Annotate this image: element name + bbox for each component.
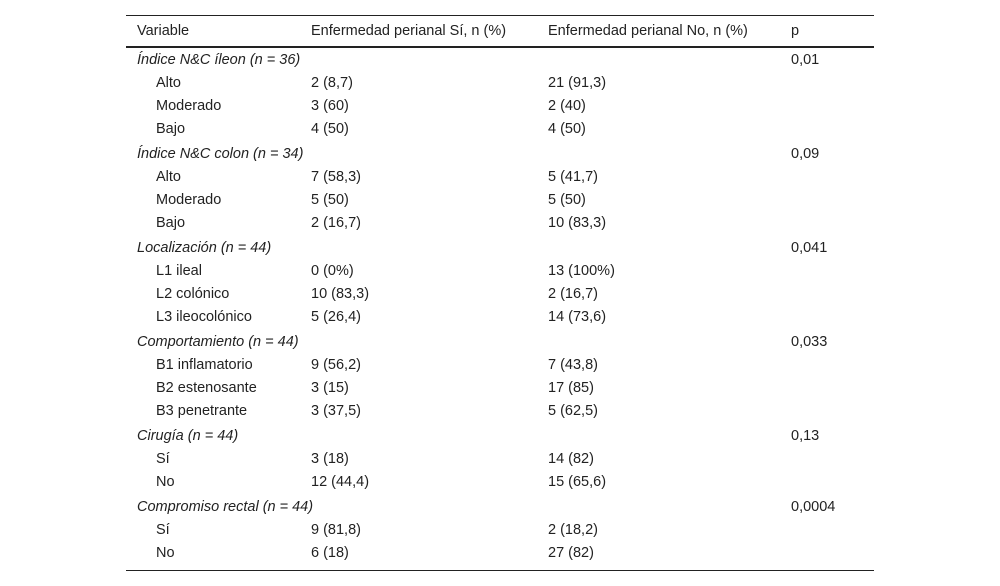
row-label: Bajo (156, 121, 186, 137)
value-no: 27 (82) (548, 545, 594, 561)
value-no: 2 (18,2) (548, 522, 598, 538)
p-value: 0,01 (791, 52, 820, 68)
row-label: No (156, 474, 175, 490)
column-header: Enfermedad perianal No, n (%) (548, 23, 748, 39)
p-value: 0,0004 (791, 499, 836, 515)
value-no: 17 (85) (548, 380, 594, 396)
value-si: 3 (15) (311, 380, 349, 396)
top-rule (126, 15, 874, 16)
value-no: 14 (82) (548, 451, 594, 467)
value-no: 15 (65,6) (548, 474, 607, 490)
value-si: 3 (60) (311, 98, 349, 114)
value-si: 6 (18) (311, 545, 349, 561)
value-si: 5 (50) (311, 192, 349, 208)
row-label: Alto (156, 169, 181, 185)
value-no: 7 (43,8) (548, 357, 598, 373)
row-label: B3 penetrante (156, 403, 248, 419)
value-no: 4 (50) (548, 121, 586, 137)
group-title: Cirugía (n = 44) (137, 428, 239, 444)
row-label: Moderado (156, 192, 222, 208)
value-no: 21 (91,3) (548, 75, 607, 91)
p-value: 0,13 (791, 428, 820, 444)
row-label: Sí (156, 522, 170, 538)
value-si: 2 (8,7) (311, 75, 353, 91)
group-title: Índice N&C colon (n = 34) (137, 146, 304, 162)
value-no: 13 (100%) (548, 263, 615, 279)
value-no: 5 (41,7) (548, 169, 598, 185)
group-title: Compromiso rectal (n = 44) (137, 499, 314, 515)
value-si: 9 (56,2) (311, 357, 361, 373)
row-label: B2 estenosante (156, 380, 257, 396)
value-si: 10 (83,3) (311, 286, 370, 302)
value-no: 2 (40) (548, 98, 586, 114)
value-si: 5 (26,4) (311, 309, 361, 325)
p-value: 0,09 (791, 146, 820, 162)
value-si: 7 (58,3) (311, 169, 361, 185)
column-header: Variable (137, 23, 190, 39)
value-no: 2 (16,7) (548, 286, 598, 302)
value-si: 4 (50) (311, 121, 349, 137)
value-no: 5 (62,5) (548, 403, 598, 419)
group-title: Comportamiento (n = 44) (137, 334, 299, 350)
row-label: L2 colónico (156, 286, 230, 302)
value-si: 0 (0%) (311, 263, 354, 279)
value-no: 14 (73,6) (548, 309, 607, 325)
column-header: p (791, 23, 800, 39)
value-no: 10 (83,3) (548, 215, 607, 231)
group-title: Índice N&C íleon (n = 36) (137, 52, 301, 68)
value-si: 3 (18) (311, 451, 349, 467)
value-no: 5 (50) (548, 192, 586, 208)
row-label: L1 ileal (156, 263, 202, 279)
value-si: 2 (16,7) (311, 215, 361, 231)
value-si: 12 (44,4) (311, 474, 370, 490)
value-si: 9 (81,8) (311, 522, 361, 538)
group-title: Localización (n = 44) (137, 240, 272, 256)
column-header: Enfermedad perianal Sí, n (%) (311, 23, 507, 39)
p-value: 0,033 (791, 334, 828, 350)
bottom-rule (126, 570, 874, 571)
row-label: L3 ileocolónico (156, 309, 252, 325)
row-label: Bajo (156, 215, 186, 231)
p-value: 0,041 (791, 240, 828, 256)
value-si: 3 (37,5) (311, 403, 361, 419)
row-label: B1 inflamatorio (156, 357, 253, 373)
row-label: Alto (156, 75, 181, 91)
row-label: Sí (156, 451, 170, 467)
header-rule (126, 46, 874, 48)
row-label: No (156, 545, 175, 561)
row-label: Moderado (156, 98, 222, 114)
